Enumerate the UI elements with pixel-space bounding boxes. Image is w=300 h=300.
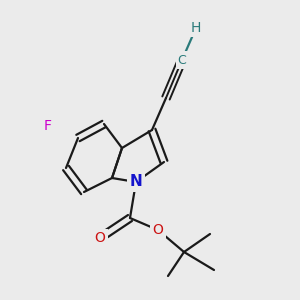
Text: C: C — [178, 53, 186, 67]
Text: H: H — [191, 21, 201, 35]
Text: O: O — [94, 231, 105, 245]
Text: N: N — [130, 175, 142, 190]
Text: O: O — [153, 223, 164, 237]
Text: F: F — [44, 119, 52, 133]
